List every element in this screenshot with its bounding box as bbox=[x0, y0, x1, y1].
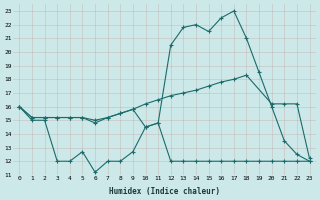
X-axis label: Humidex (Indice chaleur): Humidex (Indice chaleur) bbox=[109, 187, 220, 196]
